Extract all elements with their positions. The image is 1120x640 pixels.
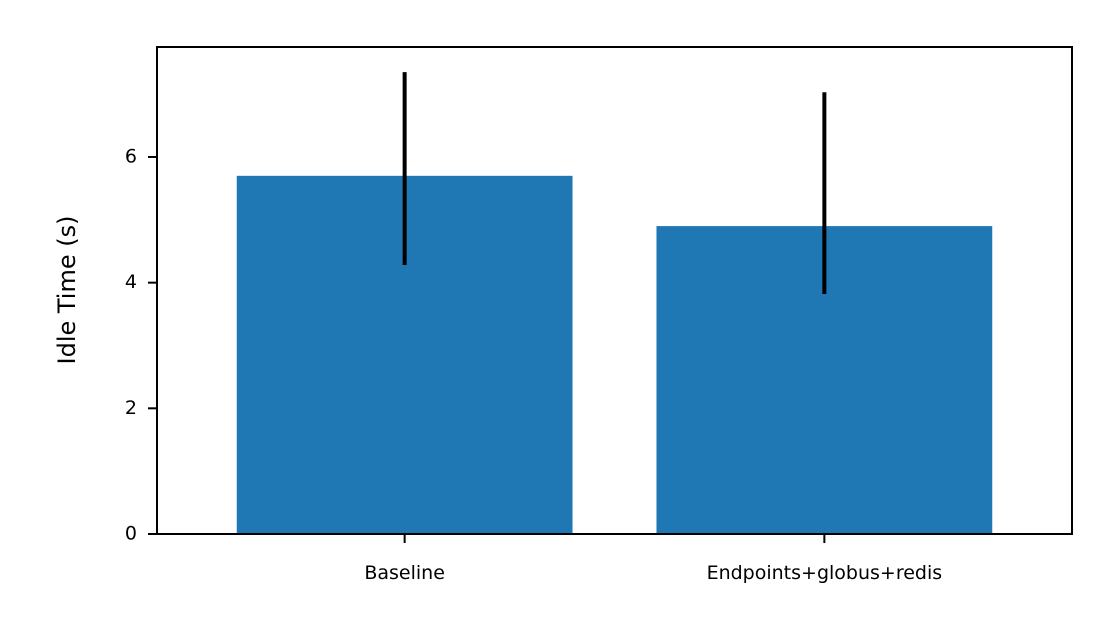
x-tick-label-1: Endpoints+globus+redis [707, 562, 943, 584]
y-tick-label-0: 0 [125, 523, 137, 545]
y-tick-label-3: 6 [125, 145, 137, 167]
error-bars-group [402, 72, 827, 294]
y-tick-label-2: 4 [125, 271, 137, 293]
y-axis-ticks: 0 2 4 6 [125, 145, 157, 545]
y-axis-label: Idle Time (s) [53, 216, 81, 365]
x-axis-ticks: Baseline Endpoints+globus+redis [364, 534, 942, 584]
plot-frame [156, 46, 1073, 535]
y-tick-label-1: 2 [125, 397, 137, 419]
x-tick-label-0: Baseline [364, 562, 445, 584]
